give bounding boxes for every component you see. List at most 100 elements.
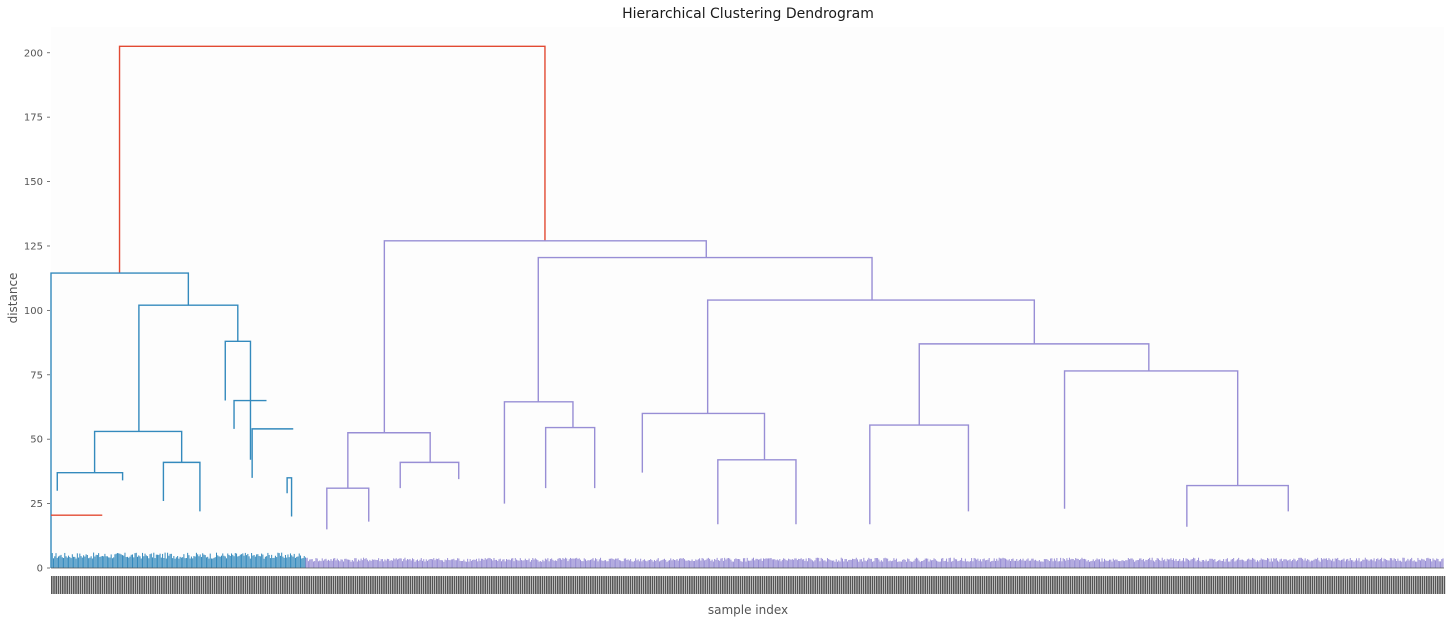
- leaf-label-mark: [779, 576, 781, 594]
- leaf-label-mark: [618, 576, 621, 594]
- leaf-label-mark: [1155, 576, 1157, 594]
- leaf-label-mark: [1219, 576, 1221, 594]
- leaf-label-mark: [154, 576, 156, 594]
- leaf-label-mark: [1225, 576, 1228, 594]
- leaf-label-mark: [862, 576, 865, 594]
- x-leaf-labels: [51, 576, 1446, 594]
- dendrogram-link: [286, 477, 293, 517]
- leaf-label-mark: [909, 576, 911, 594]
- dendrogram-link: [233, 399, 267, 429]
- leaf-label-mark: [367, 576, 370, 594]
- leaf-label-mark: [1043, 576, 1045, 594]
- leaf-label-mark: [988, 576, 990, 594]
- leaf-label-mark: [706, 576, 709, 594]
- leaf-label-mark: [724, 576, 726, 594]
- leaf-label-mark: [1274, 576, 1276, 594]
- leaf-label-mark: [427, 576, 429, 594]
- leaf-label-mark: [264, 576, 266, 594]
- leaf-label-mark: [1404, 576, 1406, 594]
- leaf-label-mark: [768, 576, 770, 594]
- leaf-label-mark: [845, 576, 847, 594]
- leaf-label-mark: [161, 576, 163, 594]
- leaf-label-mark: [312, 576, 315, 594]
- leaf-label-mark: [508, 576, 511, 594]
- leaf-label-mark: [691, 576, 693, 594]
- leaf-label-mark: [1232, 576, 1234, 594]
- leaf-label-mark: [1210, 576, 1212, 594]
- leaf-label-mark: [1311, 576, 1314, 594]
- leaf-label-mark: [1085, 576, 1087, 594]
- leaf-label-mark: [722, 576, 724, 594]
- leaf-label-mark: [341, 576, 343, 594]
- leaf-label-mark: [856, 576, 858, 594]
- leaf-label-mark: [1098, 576, 1100, 594]
- y-tick-label: 200: [24, 48, 43, 59]
- leaf-label-mark: [1148, 576, 1151, 594]
- leaf-label-mark: [1353, 576, 1355, 594]
- leaf-label-mark: [301, 576, 304, 594]
- leaf-label-mark: [1122, 576, 1124, 594]
- leaf-label-mark: [238, 576, 240, 594]
- leaf-label-mark: [1089, 576, 1091, 594]
- leaf-label-mark: [891, 576, 893, 594]
- leaf-label-mark: [1157, 576, 1160, 594]
- leaf-label-mark: [271, 576, 273, 594]
- leaf-label-mark: [1100, 576, 1102, 594]
- leaf-label-mark: [902, 576, 904, 594]
- leaf-label-mark: [563, 576, 566, 594]
- leaf-label-mark: [273, 576, 275, 594]
- leaf-label-mark: [277, 576, 280, 594]
- dendrogram-link: [503, 401, 574, 504]
- leaf-label-mark: [565, 576, 568, 594]
- leaf-label-mark: [893, 576, 896, 594]
- leaf-label-mark: [297, 576, 299, 594]
- leaf-label-mark: [147, 576, 150, 594]
- leaf-label-mark: [686, 576, 689, 594]
- leaf-label-mark: [1318, 576, 1320, 594]
- leaf-label-mark: [176, 576, 178, 594]
- leaf-label-mark: [409, 576, 412, 594]
- leaf-label-mark: [1113, 576, 1116, 594]
- leaf-label-mark: [202, 576, 205, 594]
- leaf-label-mark: [649, 576, 651, 594]
- leaf-label-mark: [1302, 576, 1305, 594]
- leaf-label-mark: [931, 576, 933, 594]
- leaf-label-mark: [1309, 576, 1311, 594]
- leaf-label-mark: [255, 576, 258, 594]
- leaf-label-mark: [1357, 576, 1360, 594]
- leaf-label-mark: [1212, 576, 1215, 594]
- leaf-label-mark: [1184, 576, 1186, 594]
- leaf-label-mark: [1203, 576, 1206, 594]
- leaf-label-mark: [913, 576, 915, 594]
- leaf-label-mark: [1256, 576, 1259, 594]
- leaf-label-mark: [1168, 576, 1171, 594]
- leaf-label-mark: [356, 576, 359, 594]
- leaf-label-mark: [1181, 576, 1184, 594]
- leaf-label-mark: [1074, 576, 1076, 594]
- leaf-label-mark: [119, 576, 121, 594]
- leaf-label-mark: [125, 576, 128, 594]
- leaf-label-mark: [552, 576, 555, 594]
- leaf-label-mark: [1406, 576, 1408, 594]
- leaf-label-mark: [1177, 576, 1179, 594]
- leaf-label-mark: [697, 576, 700, 594]
- leaf-label-mark: [920, 576, 922, 594]
- leaf-label-mark: [1419, 576, 1421, 594]
- leaf-label-mark: [1118, 576, 1120, 594]
- leaf-label-mark: [521, 576, 524, 594]
- leaf-label-mark: [222, 576, 225, 594]
- leaf-label-mark: [515, 576, 517, 594]
- leaf-label-mark: [867, 576, 869, 594]
- dendrogram-link: [918, 343, 1150, 426]
- leaf-label-mark: [53, 576, 55, 594]
- leaf-label-mark: [77, 576, 79, 594]
- leaf-label-mark: [231, 576, 233, 594]
- leaf-label-mark: [513, 576, 515, 594]
- leaf-label-mark: [1278, 576, 1281, 594]
- leaf-label-mark: [559, 576, 561, 594]
- dendrogram-link: [706, 299, 1036, 414]
- leaf-label-mark: [898, 576, 900, 594]
- leaf-label-mark: [1221, 576, 1223, 594]
- leaf-label-mark: [359, 576, 361, 594]
